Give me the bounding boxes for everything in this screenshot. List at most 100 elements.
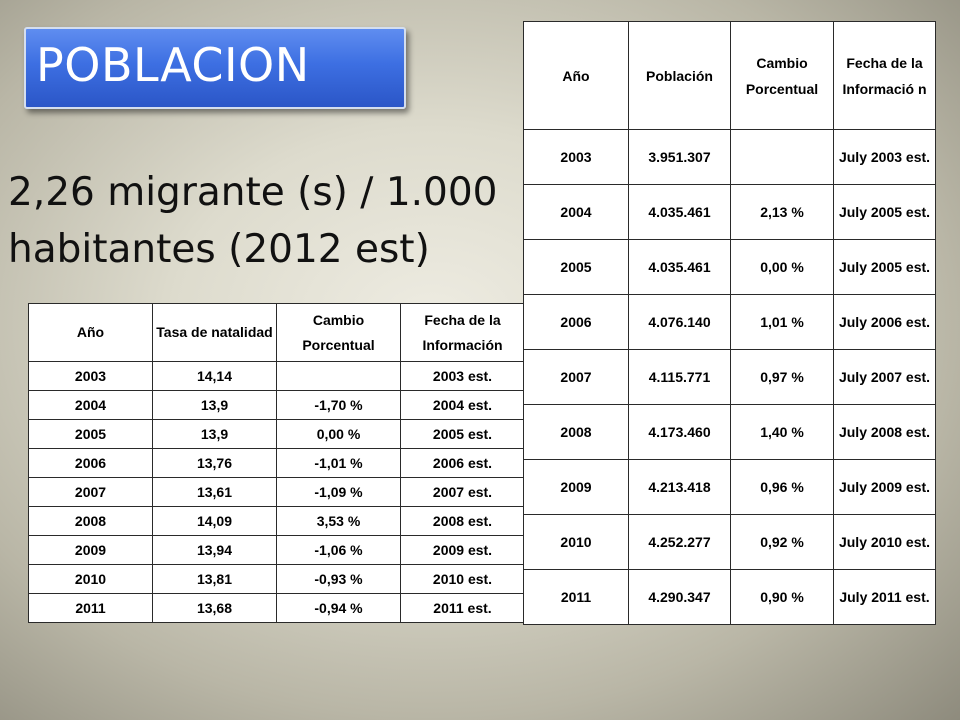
table-row: 2005 13,9 0,00 % 2005 est. [28, 419, 525, 449]
cell-info-date: July 2009 est. [833, 459, 936, 515]
cell-birth-rate: 13,94 [152, 535, 277, 565]
table-row: 2010 4.252.277 0,92 % July 2010 est. [523, 514, 936, 570]
column-header-info-date: Fecha de la Información [400, 303, 525, 362]
cell-year: 2010 [523, 514, 629, 570]
column-header-population: Población [628, 21, 731, 130]
cell-year: 2008 [523, 404, 629, 460]
cell-birth-rate: 13,61 [152, 477, 277, 507]
cell-info-date: 2004 est. [400, 390, 525, 420]
table-row: 2006 13,76 -1,01 % 2006 est. [28, 448, 525, 478]
column-header-percent-change: Cambio Porcentual [730, 21, 834, 130]
cell-percent-change [276, 361, 401, 391]
cell-percent-change: -0,94 % [276, 593, 401, 623]
cell-year: 2004 [523, 184, 629, 240]
cell-year: 2004 [28, 390, 153, 420]
cell-population: 3.951.307 [628, 129, 731, 185]
cell-year: 2007 [28, 477, 153, 507]
table-row: 2007 4.115.771 0,97 % July 2007 est. [523, 349, 936, 405]
cell-percent-change: -1,06 % [276, 535, 401, 565]
cell-year: 2009 [523, 459, 629, 515]
table-row: 2003 14,14 2003 est. [28, 361, 525, 391]
cell-info-date: July 2007 est. [833, 349, 936, 405]
cell-population: 4.290.347 [628, 569, 731, 625]
cell-info-date: July 2011 est. [833, 569, 936, 625]
table-row: 2004 4.035.461 2,13 % July 2005 est. [523, 184, 936, 240]
cell-info-date: 2007 est. [400, 477, 525, 507]
table-row: 2011 4.290.347 0,90 % July 2011 est. [523, 569, 936, 625]
page-title: POBLACION [36, 38, 310, 92]
cell-percent-change: 0,97 % [730, 349, 834, 405]
birth-rate-table: Año Tasa de natalidad Cambio Porcentual … [28, 303, 525, 623]
cell-info-date: 2005 est. [400, 419, 525, 449]
cell-year: 2011 [523, 569, 629, 625]
cell-info-date: July 2006 est. [833, 294, 936, 350]
cell-percent-change: -1,70 % [276, 390, 401, 420]
cell-info-date: 2010 est. [400, 564, 525, 594]
table-row: 2004 13,9 -1,70 % 2004 est. [28, 390, 525, 420]
table-row: 2003 3.951.307 July 2003 est. [523, 129, 936, 185]
cell-year: 2010 [28, 564, 153, 594]
column-header-info-date: Fecha de la Informació n [833, 21, 936, 130]
cell-population: 4.173.460 [628, 404, 731, 460]
table-row: 2011 13,68 -0,94 % 2011 est. [28, 593, 525, 623]
column-header-year: Año [28, 303, 153, 362]
cell-year: 2006 [28, 448, 153, 478]
cell-birth-rate: 13,9 [152, 390, 277, 420]
cell-population: 4.035.461 [628, 239, 731, 295]
cell-birth-rate: 14,14 [152, 361, 277, 391]
population-table: Año Población Cambio Porcentual Fecha de… [523, 21, 936, 625]
cell-percent-change: -0,93 % [276, 564, 401, 594]
cell-info-date: 2006 est. [400, 448, 525, 478]
cell-year: 2011 [28, 593, 153, 623]
cell-population: 4.252.277 [628, 514, 731, 570]
cell-percent-change: 0,92 % [730, 514, 834, 570]
migration-rate-line-2: habitantes (2012 est) [8, 227, 430, 272]
cell-year: 2009 [28, 535, 153, 565]
cell-birth-rate: 13,81 [152, 564, 277, 594]
table-row: 2009 13,94 -1,06 % 2009 est. [28, 535, 525, 565]
cell-year: 2007 [523, 349, 629, 405]
cell-info-date: July 2005 est. [833, 239, 936, 295]
cell-population: 4.213.418 [628, 459, 731, 515]
cell-year: 2008 [28, 506, 153, 536]
table-row: 2010 13,81 -0,93 % 2010 est. [28, 564, 525, 594]
cell-info-date: July 2003 est. [833, 129, 936, 185]
cell-percent-change: 3,53 % [276, 506, 401, 536]
cell-percent-change: -1,01 % [276, 448, 401, 478]
table-row: 2007 13,61 -1,09 % 2007 est. [28, 477, 525, 507]
column-header-percent-change: Cambio Porcentual [276, 303, 401, 362]
migration-rate-text: 2,26 migrante (s) / 1.000 habitantes (20… [8, 164, 508, 278]
table-row: 2006 4.076.140 1,01 % July 2006 est. [523, 294, 936, 350]
cell-percent-change: 0,00 % [730, 239, 834, 295]
migration-rate-line-1: 2,26 migrante (s) / 1.000 [8, 170, 498, 215]
cell-percent-change: 0,00 % [276, 419, 401, 449]
cell-info-date: July 2008 est. [833, 404, 936, 460]
cell-birth-rate: 13,68 [152, 593, 277, 623]
cell-info-date: 2003 est. [400, 361, 525, 391]
table-row: 2009 4.213.418 0,96 % July 2009 est. [523, 459, 936, 515]
cell-info-date: 2008 est. [400, 506, 525, 536]
cell-birth-rate: 13,76 [152, 448, 277, 478]
cell-birth-rate: 14,09 [152, 506, 277, 536]
cell-info-date: 2011 est. [400, 593, 525, 623]
cell-year: 2005 [28, 419, 153, 449]
cell-year: 2006 [523, 294, 629, 350]
cell-population: 4.035.461 [628, 184, 731, 240]
cell-info-date: 2009 est. [400, 535, 525, 565]
column-header-year: Año [523, 21, 629, 130]
cell-percent-change: -1,09 % [276, 477, 401, 507]
cell-percent-change: 0,96 % [730, 459, 834, 515]
cell-percent-change: 1,01 % [730, 294, 834, 350]
column-header-birth-rate: Tasa de natalidad [152, 303, 277, 362]
cell-year: 2003 [28, 361, 153, 391]
table-row: 2008 14,09 3,53 % 2008 est. [28, 506, 525, 536]
cell-population: 4.115.771 [628, 349, 731, 405]
cell-year: 2005 [523, 239, 629, 295]
table-header-row: Año Población Cambio Porcentual Fecha de… [523, 21, 936, 130]
cell-percent-change: 2,13 % [730, 184, 834, 240]
cell-info-date: July 2010 est. [833, 514, 936, 570]
cell-year: 2003 [523, 129, 629, 185]
table-row: 2005 4.035.461 0,00 % July 2005 est. [523, 239, 936, 295]
cell-info-date: July 2005 est. [833, 184, 936, 240]
cell-percent-change [730, 129, 834, 185]
